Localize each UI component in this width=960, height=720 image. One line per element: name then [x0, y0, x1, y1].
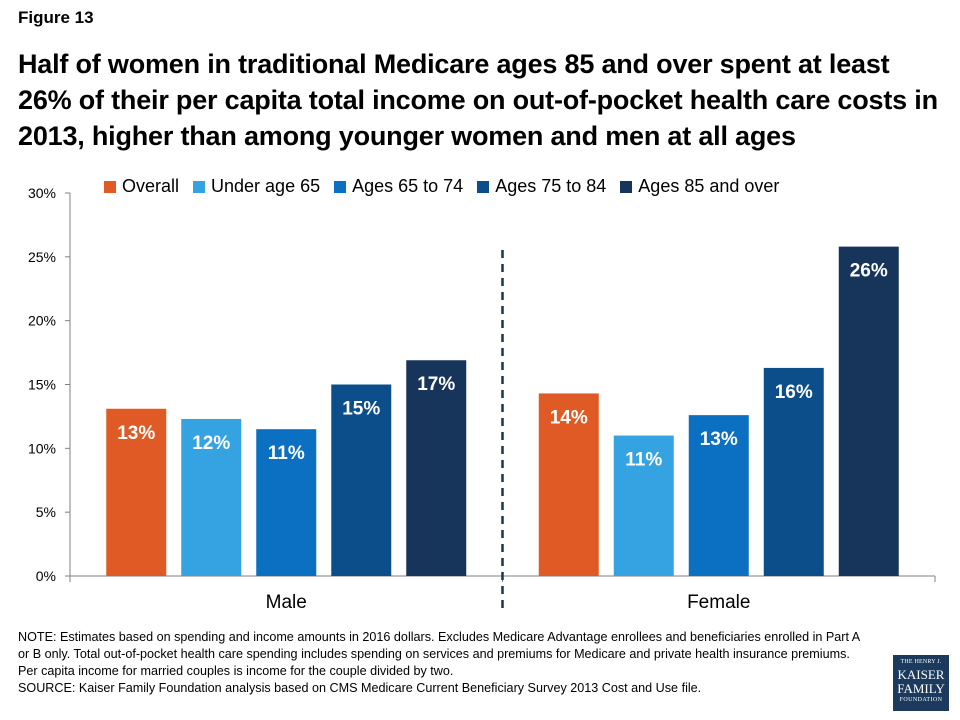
y-tick-label: 5%: [36, 504, 56, 520]
logo-line-2: KAISER: [897, 667, 945, 682]
bar: [256, 429, 317, 576]
legend-item-65-74: Ages 65 to 74: [334, 176, 463, 197]
bar: [838, 246, 899, 576]
bar: [406, 360, 467, 576]
note-text: NOTE: Estimates based on spending and in…: [18, 630, 860, 678]
x-category-label: Female: [687, 592, 750, 613]
legend-label-overall: Overall: [122, 176, 180, 196]
y-tick-label: 25%: [28, 249, 56, 265]
legend-label-75-84: Ages 75 to 84: [495, 176, 607, 196]
legend-swatch-65-74: [334, 180, 347, 193]
legend-swatch-75-84: [477, 180, 490, 193]
bar: [331, 384, 392, 576]
legend-item-85-over: Ages 85 and over: [620, 176, 779, 197]
legend-swatch-overall: [104, 180, 116, 193]
y-tick-label: 15%: [28, 377, 56, 393]
chart-notes: NOTE: Estimates based on spending and in…: [18, 629, 868, 697]
data-label: 11%: [268, 443, 305, 464]
legend-swatch-under-65: [193, 180, 206, 193]
y-tick-label: 0%: [36, 568, 56, 584]
data-label: 16%: [775, 382, 813, 403]
bar-chart: 0% 5% 10% 15% 20% 25% 30% 13% 12% 11% 15% 17% Male 14…: [28, 185, 936, 613]
data-label: 13%: [700, 429, 738, 450]
logo-line-1: THE HENRY J.: [900, 659, 942, 665]
bar: [538, 393, 599, 576]
data-label: 11%: [625, 450, 662, 471]
figure-label: Figure 13: [18, 8, 94, 27]
kff-logo: THE HENRY J. KAISER FAMILY FOUNDATION: [893, 655, 949, 711]
y-tick-label: 20%: [28, 313, 56, 329]
legend-item-under-65: Under age 65: [193, 176, 320, 197]
logo-line-3: FAMILY: [897, 681, 945, 696]
bar: [763, 367, 824, 576]
data-label: 14%: [550, 407, 588, 428]
x-category-label: Male: [266, 592, 307, 613]
bar: [181, 418, 242, 576]
chart-legend: Overall Under age 65 Ages 65 to 74 Ages …: [104, 176, 779, 197]
data-label: 15%: [342, 399, 380, 420]
legend-item-overall: Overall: [104, 176, 179, 197]
source-text: SOURCE: Kaiser Family Foundation analysi…: [18, 681, 702, 695]
legend-label-65-74: Ages 65 to 74: [352, 176, 464, 196]
data-label: 12%: [192, 433, 230, 454]
y-tick-label: 30%: [28, 185, 56, 201]
data-label: 26%: [850, 261, 888, 282]
chart-title: Half of women in traditional Medicare ag…: [18, 49, 938, 151]
bar: [106, 408, 167, 576]
logo-line-4: FOUNDATION: [899, 697, 943, 703]
data-label: 13%: [117, 423, 155, 444]
legend-swatch-85-over: [620, 180, 633, 193]
y-tick-label: 10%: [28, 440, 56, 456]
legend-label-85-over: Ages 85 and over: [638, 176, 780, 196]
legend-item-75-84: Ages 75 to 84: [477, 176, 606, 197]
legend-label-under-65: Under age 65: [211, 176, 321, 196]
data-label: 17%: [417, 374, 455, 395]
bar: [688, 415, 749, 576]
bar: [613, 435, 674, 576]
